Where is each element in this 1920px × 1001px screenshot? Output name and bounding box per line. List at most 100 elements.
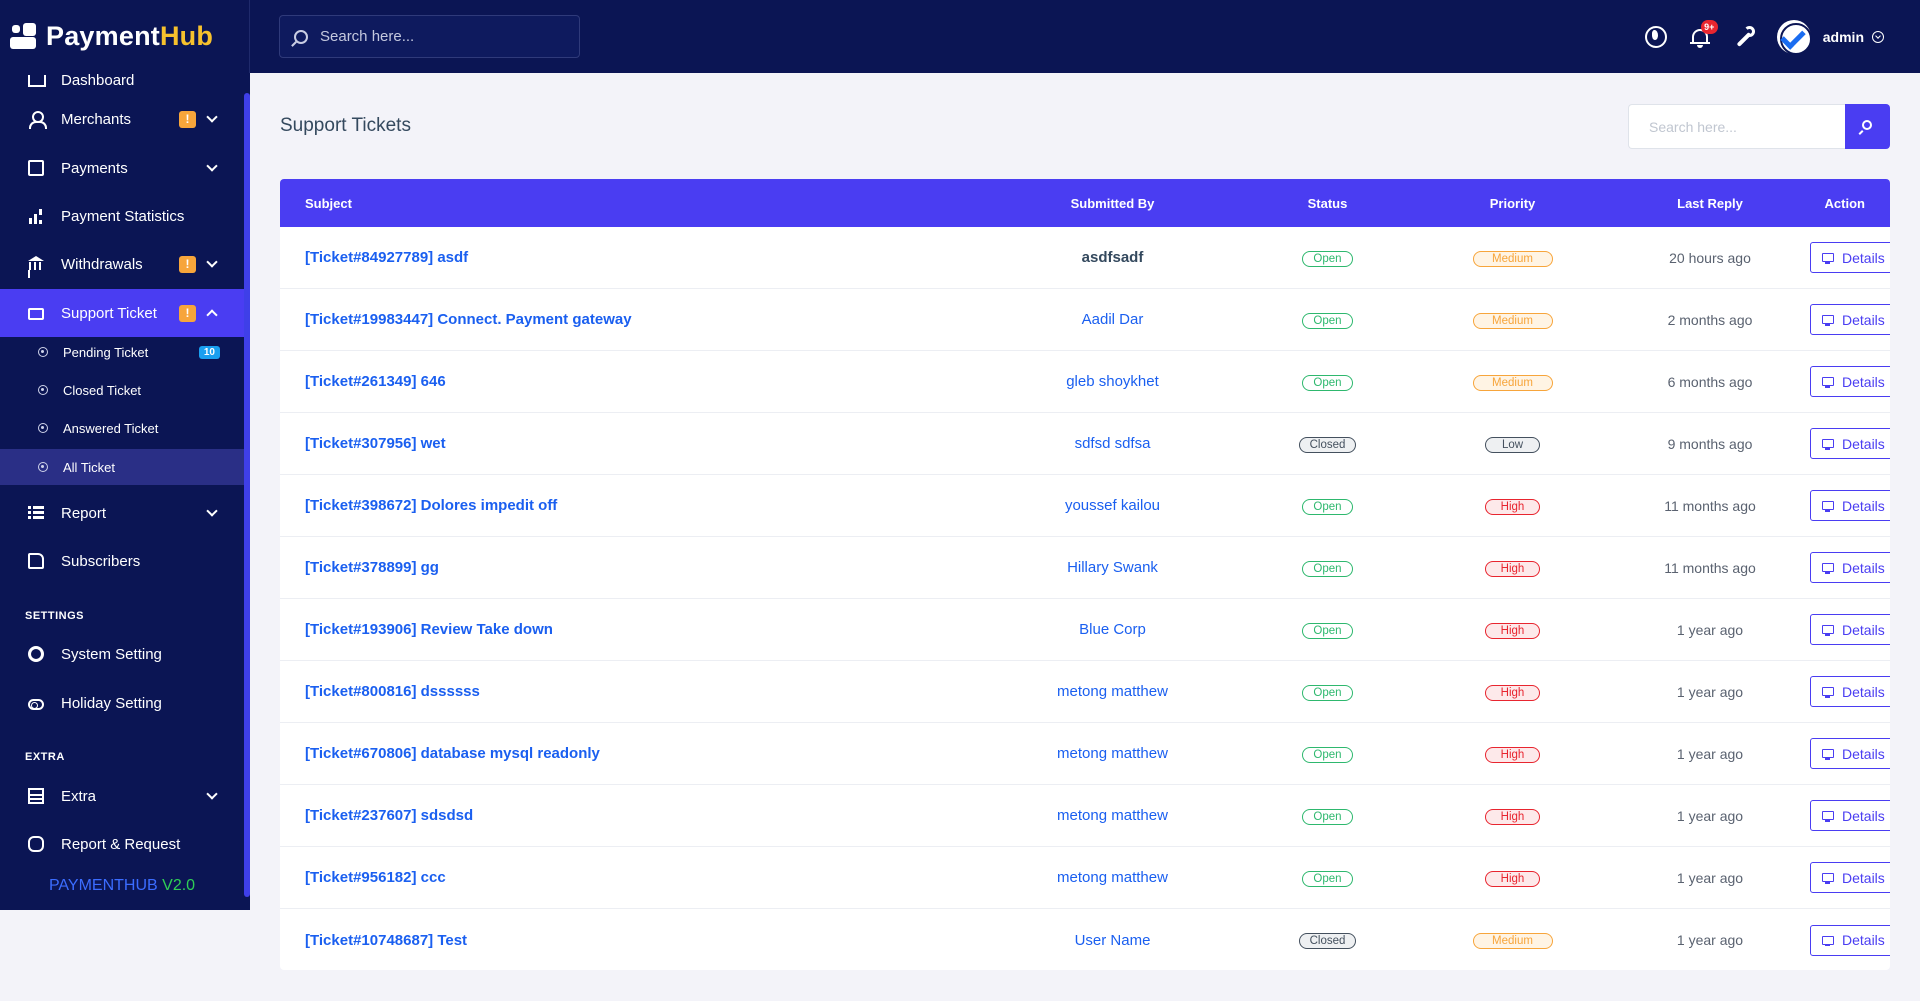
- details-button[interactable]: Details: [1810, 614, 1890, 645]
- dashboard-icon: [28, 73, 46, 88]
- priority-badge: High: [1485, 870, 1540, 887]
- submitted-by-link[interactable]: sdfsd sdfsa: [1074, 435, 1151, 452]
- action-cell: Details: [1810, 614, 1890, 645]
- brand[interactable]: PaymentHub: [0, 0, 250, 73]
- circle-dot-icon: [38, 347, 48, 357]
- details-button[interactable]: Details: [1810, 304, 1890, 335]
- sidebar-item-merchants[interactable]: Merchants !: [0, 95, 244, 143]
- ticket-subject-link[interactable]: [Ticket#261349] 646: [305, 373, 446, 390]
- ticket-subject-link[interactable]: [Ticket#307956] wet: [305, 435, 446, 452]
- submitted-by-link[interactable]: metong matthew: [1057, 807, 1168, 824]
- warning-badge: !: [179, 304, 196, 322]
- action-cell: Details: [1810, 862, 1890, 893]
- details-button[interactable]: Details: [1810, 676, 1890, 707]
- priority-badge: High: [1485, 746, 1540, 763]
- priority-cell: Medium: [1415, 373, 1610, 391]
- count-badge: 10: [198, 345, 220, 359]
- sidebar-scrollbar[interactable]: [244, 93, 250, 897]
- sidebar-item-label: Holiday Setting: [61, 694, 162, 712]
- notification-bell-icon[interactable]: 9+: [1689, 19, 1718, 48]
- globe-icon[interactable]: [1644, 25, 1667, 48]
- submitted-by-link[interactable]: Aadil Dar: [1081, 311, 1144, 328]
- submitted-by-link[interactable]: Blue Corp: [1079, 621, 1146, 638]
- submitted-by-link[interactable]: gleb shoykhet: [1066, 373, 1159, 390]
- sidebar-item-payment-statistics[interactable]: Payment Statistics: [0, 192, 244, 240]
- ticket-subject-link[interactable]: [Ticket#193906] Review Take down: [305, 621, 553, 638]
- wrench-icon[interactable]: [1733, 25, 1755, 48]
- details-button[interactable]: Details: [1810, 800, 1890, 831]
- submitted-by-link[interactable]: asdfsadf: [1081, 249, 1144, 266]
- submitted-by-link[interactable]: youssef kailou: [1064, 497, 1161, 514]
- submitted-by-link[interactable]: metong matthew: [1057, 869, 1168, 886]
- submitted-by-link[interactable]: Hillary Swank: [1067, 559, 1158, 576]
- priority-badge: Low: [1485, 436, 1540, 453]
- submitted-by-link[interactable]: metong matthew: [1057, 745, 1168, 762]
- top-bar: PaymentHub 9+ admin: [0, 0, 1920, 73]
- action-cell: Details: [1810, 428, 1890, 459]
- sidebar-subitem-all-ticket[interactable]: All Ticket: [0, 449, 244, 485]
- details-button[interactable]: Details: [1810, 242, 1890, 273]
- ticket-subject-link[interactable]: [Ticket#670806] database mysql readonly: [305, 745, 600, 762]
- chevron-down-icon[interactable]: [1872, 30, 1884, 43]
- last-reply-text: 1 year ago: [1676, 932, 1744, 948]
- submitted-by-link[interactable]: User Name: [1074, 931, 1151, 949]
- ticket-search-button[interactable]: [1845, 104, 1890, 149]
- search-icon: [1862, 120, 1872, 130]
- section-extra: EXTRA: [25, 751, 65, 763]
- avatar[interactable]: [1776, 19, 1812, 55]
- submitted-by-link[interactable]: metong matthew: [1057, 683, 1168, 700]
- sidebar-subitem-closed-ticket[interactable]: Closed Ticket: [0, 372, 244, 408]
- action-cell: Details: [1810, 366, 1890, 397]
- details-button[interactable]: Details: [1810, 366, 1890, 397]
- sidebar-item-extra[interactable]: Extra: [0, 772, 244, 820]
- details-label: Details: [1842, 932, 1885, 948]
- sidebar-item-label: Payment Statistics: [61, 207, 185, 225]
- ticket-subject-link[interactable]: [Ticket#19983447] Connect. Payment gatew…: [305, 311, 632, 328]
- ticket-subject-link[interactable]: [Ticket#800816] dssssss: [305, 683, 480, 700]
- sidebar-item-report-request[interactable]: Report & Request: [0, 820, 244, 868]
- sidebar-item-support-ticket[interactable]: Support Ticket !: [0, 289, 244, 337]
- ticket-subject-link[interactable]: [Ticket#84927789] asdf: [305, 249, 469, 266]
- column-header-submitted-by: Submitted By: [1070, 195, 1155, 211]
- sidebar-item-system-setting[interactable]: System Setting: [0, 630, 244, 678]
- bug-icon: [28, 836, 44, 852]
- last-reply-text: 6 months ago: [1667, 373, 1753, 390]
- priority-badge: High: [1485, 684, 1540, 701]
- sidebar-item-subscribers[interactable]: Subscribers: [0, 537, 244, 585]
- last-reply-text: 9 months ago: [1667, 435, 1753, 452]
- top-search-input[interactable]: [320, 28, 560, 45]
- sidebar-item-report[interactable]: Report: [0, 489, 244, 537]
- sidebar-subitem-pending-ticket[interactable]: Pending Ticket 10: [0, 334, 244, 370]
- monitor-icon: [1822, 377, 1834, 388]
- ticket-search-input[interactable]: [1628, 104, 1845, 149]
- sidebar-subitem-answered-ticket[interactable]: Answered Ticket: [0, 410, 244, 446]
- ticket-subject-link[interactable]: [Ticket#398672] Dolores impedit off: [305, 497, 558, 514]
- ticket-subject-link[interactable]: [Ticket#956182] ccc: [305, 869, 446, 886]
- details-button[interactable]: Details: [1810, 490, 1890, 521]
- circle-dot-icon: [38, 385, 48, 395]
- details-button[interactable]: Details: [1810, 862, 1890, 893]
- circle-dot-icon: [38, 462, 48, 472]
- details-button[interactable]: Details: [1810, 428, 1890, 459]
- details-button[interactable]: Details: [1810, 924, 1890, 956]
- status-badge: Open: [1302, 312, 1353, 329]
- table-row: [Ticket#378899] gg Hillary Swank Open Hi…: [280, 537, 1890, 599]
- action-cell: Details: [1810, 924, 1890, 956]
- sidebar-item-payments[interactable]: Payments: [0, 144, 244, 192]
- admin-name[interactable]: admin: [1822, 28, 1864, 45]
- chevron-up-icon: [206, 309, 218, 321]
- details-button[interactable]: Details: [1810, 552, 1890, 583]
- top-search[interactable]: [279, 15, 580, 58]
- status-cell: Open: [1240, 559, 1415, 577]
- details-label: Details: [1842, 807, 1885, 824]
- sidebar-item-holiday-setting[interactable]: Holiday Setting: [0, 679, 244, 727]
- ticket-subject-link[interactable]: [Ticket#10748687] Test: [305, 931, 468, 949]
- sidebar-item-label: Report & Request: [61, 835, 181, 853]
- sidebar-item-dashboard[interactable]: Dashboard: [0, 73, 244, 104]
- ticket-subject-link[interactable]: [Ticket#237607] sdsdsd: [305, 807, 474, 824]
- ticket-search: [1628, 104, 1890, 149]
- table-header: Subject Submitted By Status Priority Las…: [280, 179, 1890, 227]
- ticket-subject-link[interactable]: [Ticket#378899] gg: [305, 559, 439, 576]
- details-button[interactable]: Details: [1810, 738, 1890, 769]
- sidebar-item-withdrawals[interactable]: Withdrawals !: [0, 240, 244, 288]
